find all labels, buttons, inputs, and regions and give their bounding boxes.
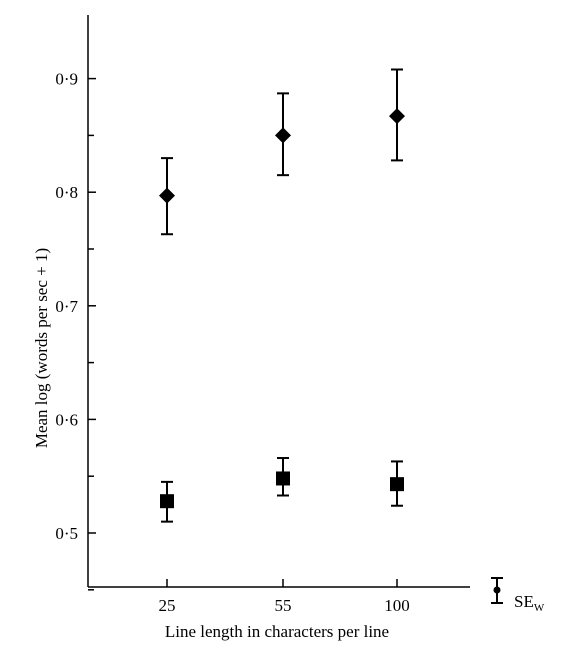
- square-point: [276, 471, 290, 486]
- square-point: [160, 494, 174, 509]
- legend-marker: [493, 586, 501, 594]
- x-axis-title: Line length in characters per line: [165, 622, 389, 641]
- legend: SEW: [491, 577, 545, 614]
- legend-label: SEW: [514, 592, 545, 614]
- y-tick-label: 0·5: [55, 524, 78, 543]
- y-axis-title: Mean log (words per sec + 1): [32, 248, 51, 448]
- axes: [87, 15, 470, 588]
- diamond-point: [159, 187, 175, 204]
- y-tick-label: 0·7: [55, 297, 78, 316]
- y-tick-label: 0·9: [55, 70, 78, 89]
- x-tick-label: 55: [275, 596, 292, 615]
- y-tick-label: 0·6: [55, 410, 78, 429]
- x-tick-label: 25: [159, 596, 176, 615]
- y-tick-label: 0·8: [55, 183, 78, 202]
- x-tick-label: 100: [384, 596, 410, 615]
- y-ticks: 0·5 0·6 0·7 0·8 0·9: [55, 70, 96, 591]
- legend-label-text: SE: [514, 592, 534, 611]
- x-ticks: 25 55 100: [159, 579, 410, 615]
- legend-label-subscript: W: [534, 602, 545, 614]
- diamond-point: [389, 108, 405, 125]
- diamond-point: [275, 127, 291, 144]
- square-point: [390, 477, 404, 492]
- data-marks: [159, 68, 405, 523]
